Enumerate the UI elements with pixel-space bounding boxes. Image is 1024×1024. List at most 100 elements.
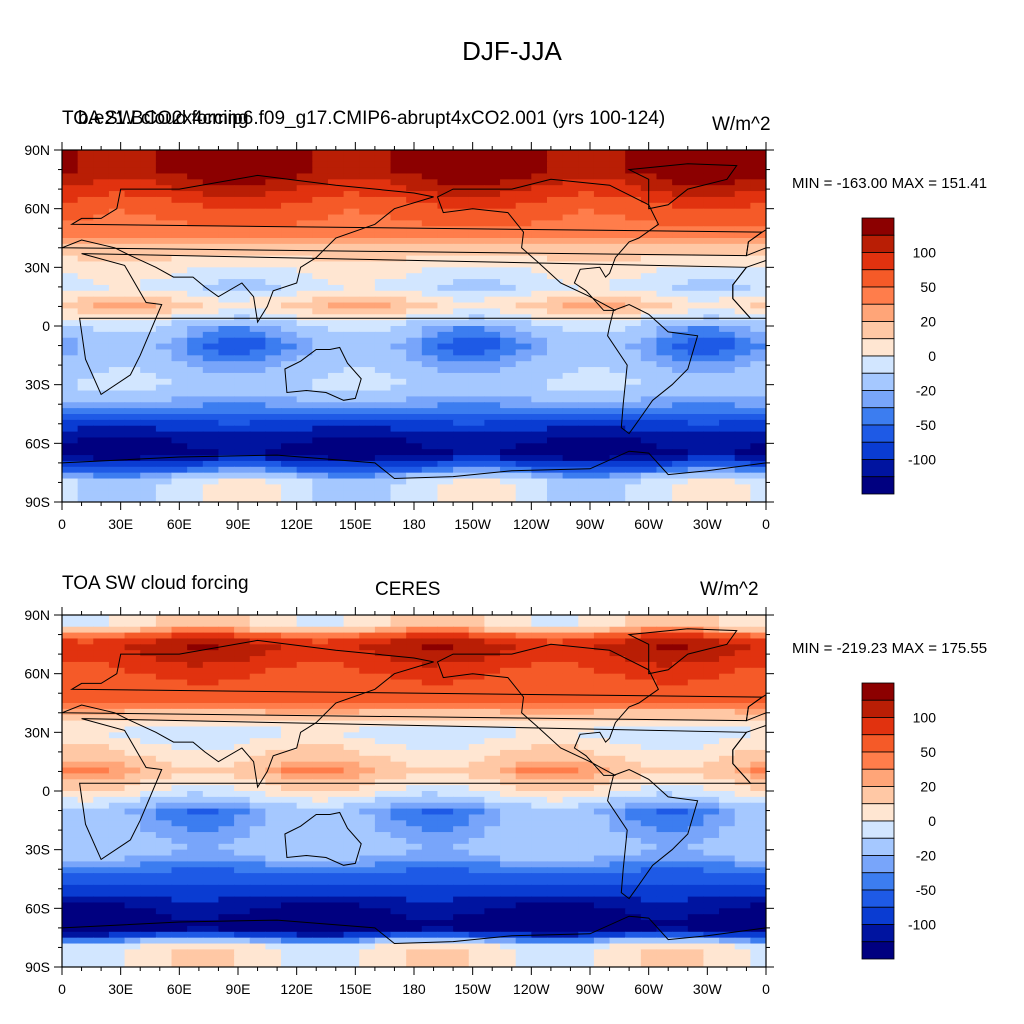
heatmap-cell [124,361,141,368]
heatmap-cell [672,167,689,175]
heatmap-cell [625,808,642,816]
heatmap-cell [531,697,548,704]
heatmap-cell [453,267,470,274]
heatmap-cell [719,355,736,362]
heatmap-cell [265,749,282,757]
heatmap-cell [656,419,673,427]
heatmap-cell [187,249,204,257]
heatmap-cell [734,419,751,427]
heatmap-cell [218,155,235,163]
heatmap-cell [656,214,673,221]
heatmap-cell [562,620,579,628]
heatmap-cell [421,220,439,227]
heatmap-cell [593,455,611,462]
heatmap-cell [703,685,720,692]
heatmap-cell [453,738,470,745]
heatmap-cell [62,202,79,210]
heatmap-cell [468,425,485,433]
heatmap-cell [359,490,376,497]
heatmap-cell [437,744,454,751]
heatmap-cell [312,302,329,309]
heatmap-cell [124,337,141,345]
heatmap-cell [359,484,376,491]
heatmap-cell [546,490,564,497]
heatmap-cell [281,867,298,874]
heatmap-cell [155,802,173,810]
heatmap-cell [656,779,673,786]
heatmap-cell [687,155,705,163]
heatmap-cell [359,355,376,362]
heatmap-cell [406,455,423,462]
heatmap-cell [77,296,94,304]
heatmap-cell [578,208,595,216]
heatmap-cell [625,402,642,409]
heatmap-cell [155,150,173,157]
heatmap-cell [687,361,705,368]
lat-label: 90S [25,494,50,510]
heatmap-cell [437,761,454,769]
heatmap-cell [93,238,110,245]
heatmap-cell [609,785,626,792]
heatmap-cell [187,667,204,675]
heatmap-cell [281,267,298,274]
heatmap-cell [202,167,220,175]
heatmap-cell [656,384,673,392]
heatmap-cell [515,832,532,839]
heatmap-cell [359,720,376,728]
heatmap-cell [265,808,282,816]
heatmap-cell [218,496,235,502]
heatmap-cell [77,791,94,798]
heatmap-cell [77,267,94,274]
heatmap-cell [281,161,298,169]
heatmap-cell [234,355,251,362]
heatmap-cell [640,408,658,415]
heatmap-cell [187,196,204,204]
heatmap-cell [531,378,548,386]
heatmap-cell [437,326,454,333]
heatmap-cell [672,791,689,798]
heatmap-cell [609,279,626,286]
heatmap-cell [593,673,611,681]
heatmap-cell [734,791,751,798]
heatmap-cell [281,202,298,210]
heatmap-cell [171,632,188,640]
heatmap-cell [140,402,157,409]
heatmap-cell [155,185,173,192]
heatmap-cell [703,484,720,491]
heatmap-cell [249,155,266,163]
heatmap-cell [656,367,673,374]
heatmap-cell [93,355,110,362]
heatmap-cell [93,732,110,739]
heatmap-cell [468,355,485,362]
heatmap-cell [656,414,673,421]
heatmap-cell [421,644,439,651]
heatmap-cell [406,349,423,356]
heatmap-cell [750,626,766,634]
heatmap-cell [656,697,673,704]
heatmap-cell [531,820,548,827]
heatmap-cell [234,638,251,645]
heatmap-cell [687,308,705,315]
heatmap-cell [750,843,766,851]
heatmap-cell [609,873,626,880]
heatmap-cell [62,785,79,792]
heatmap-cell [171,832,188,839]
heatmap-cell [421,449,439,456]
heatmap-cell [296,632,313,640]
heatmap-cell [656,173,673,180]
heatmap-cell [546,460,564,468]
heatmap-cell [281,238,298,245]
heatmap-cell [77,861,94,868]
heatmap-cell [625,779,642,786]
heatmap-cell [234,691,251,698]
heatmap-cell [640,249,658,257]
heatmap-cell [515,302,532,309]
heatmap-cell [218,372,235,380]
heatmap-cell [281,843,298,851]
heatmap-cell [124,656,141,663]
heatmap-cell [296,378,313,386]
heatmap-cell [640,873,658,880]
heatmap-cell [562,296,579,304]
heatmap-cell [187,466,204,474]
heatmap-cell [218,749,235,757]
